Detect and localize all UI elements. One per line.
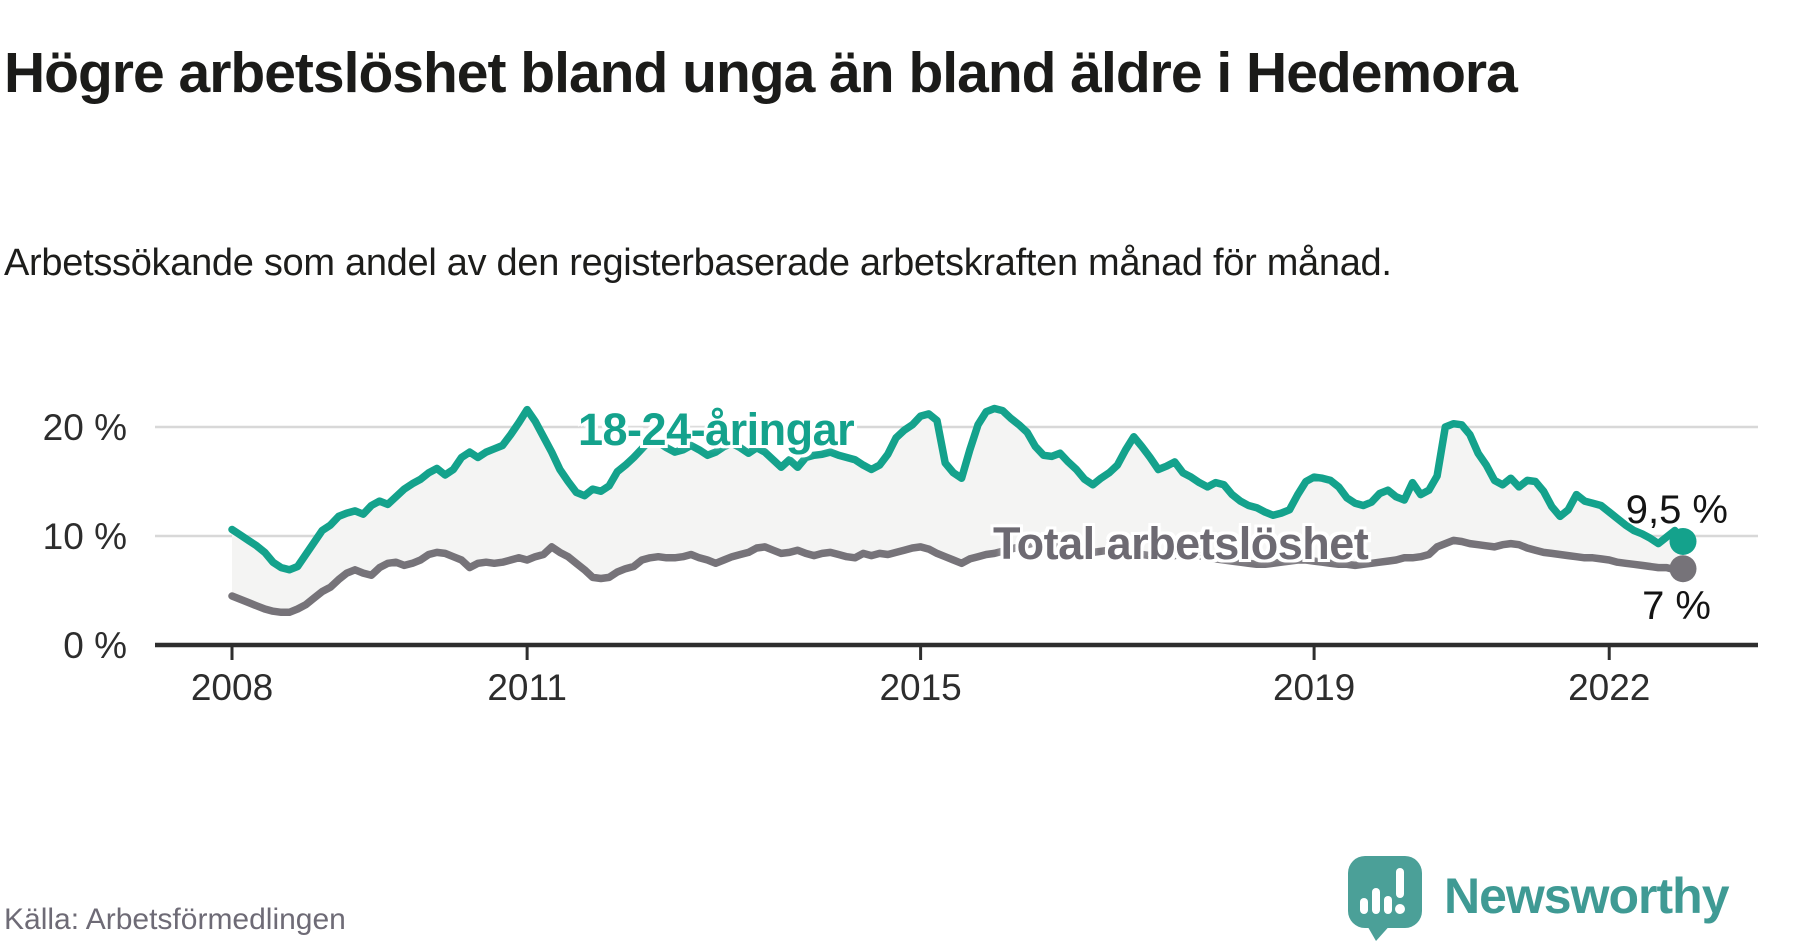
x-axis-label-2019: 2019 <box>1273 667 1355 708</box>
page-subtitle: Arbetssökande som andel av den registerb… <box>4 242 1392 284</box>
y-axis-label-10: 10 % <box>43 516 127 557</box>
page-title: Högre arbetslöshet bland unga än bland ä… <box>4 41 1518 106</box>
end-value-label-18-24: 9,5 % <box>1625 488 1728 533</box>
area-between-series <box>232 408 1683 613</box>
y-axis-label-20: 20 % <box>43 407 127 448</box>
newsworthy-logo-icon <box>1348 856 1422 941</box>
end-value-label-total: 7 % <box>1642 583 1711 628</box>
series-label-total: Total arbetslöshet <box>993 518 1369 569</box>
series-label-18-24: 18-24-åringar <box>578 404 855 455</box>
x-axis-label-2011: 2011 <box>487 667 567 708</box>
y-axis-label-0: 0 % <box>63 625 127 666</box>
newsworthy-wordmark: Newsworthy <box>1444 868 1730 924</box>
x-axis-label-2008: 2008 <box>191 667 273 708</box>
end-dot-18-24 <box>1669 527 1697 555</box>
series-line-18-24 <box>228 404 1687 574</box>
x-axis-label-2015: 2015 <box>879 667 961 708</box>
source-attribution: Källa: Arbetsförmedlingen <box>4 903 346 936</box>
end-dot-total <box>1669 555 1697 583</box>
x-axis-label-2022: 2022 <box>1568 667 1650 708</box>
series-line-total <box>228 536 1687 617</box>
newsworthy-logo: Newsworthy <box>1348 856 1730 944</box>
